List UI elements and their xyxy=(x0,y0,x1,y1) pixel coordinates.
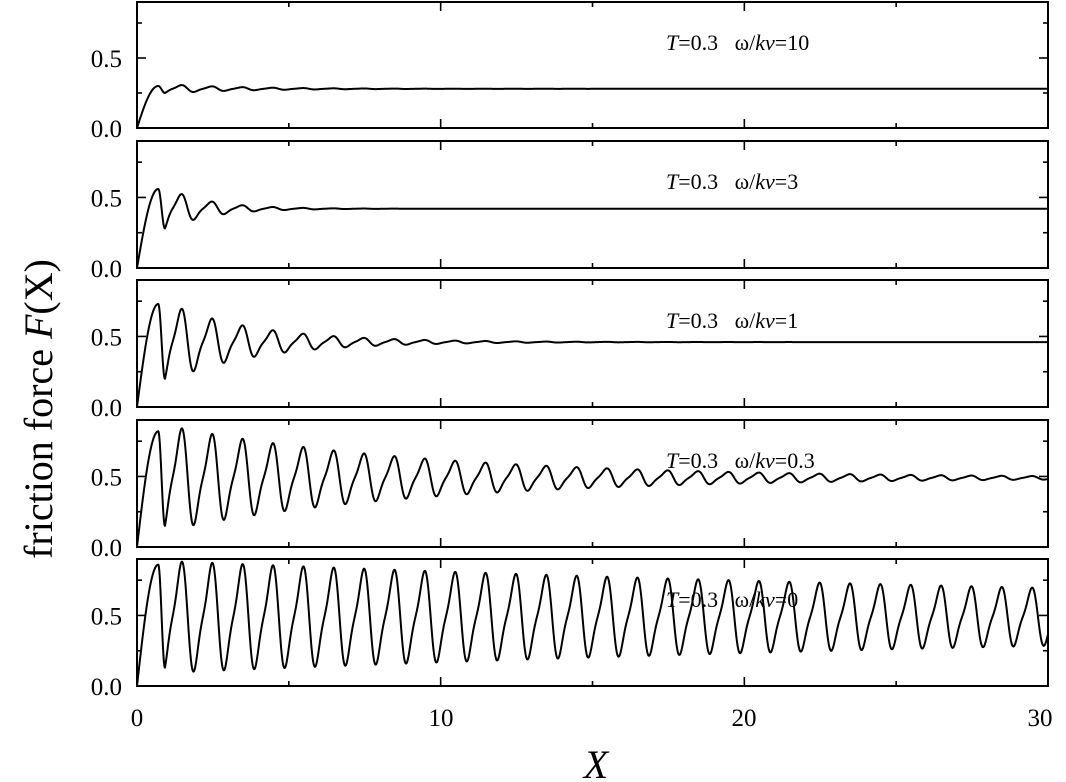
y-tick-label-0.5: 0.5 xyxy=(91,324,122,351)
y-tick-label-0: 0.0 xyxy=(91,535,122,562)
panel-label-part: =0.3 xyxy=(678,30,718,55)
y-axis-title: friction force F(X) xyxy=(16,259,61,559)
panel-1: 0.0 0.5 T=0.3 ω/kv=10 xyxy=(91,1,1049,143)
y-tick-label-0: 0.0 xyxy=(91,674,122,701)
panel-frame xyxy=(136,140,1049,269)
panel-label-part: T xyxy=(666,169,680,194)
panel-label-part: ω/ xyxy=(735,587,756,612)
panel-label-part: kv xyxy=(755,308,775,333)
panel-label-part: ω/ xyxy=(735,169,756,194)
panel-3: 0.0 0.5 T=0.3 ω/kv=1 xyxy=(91,279,1049,422)
series-line xyxy=(136,427,1049,548)
panel-label-part: =0.3 xyxy=(678,448,718,473)
y-axis-title-prefix: friction force xyxy=(16,339,61,559)
panel-label: T=0.3 ω/kv=0 xyxy=(666,587,798,612)
panel-2: 0.0 0.5 T=0.3 ω/kv=3 xyxy=(91,140,1049,283)
panel-label-part: T xyxy=(666,448,680,473)
y-tick-label-0: 0.0 xyxy=(91,395,122,422)
panel-label-part: =0.3 xyxy=(775,448,815,473)
y-axis-title-argument: (X) xyxy=(16,259,61,315)
panel-label-part xyxy=(718,308,735,333)
panel-label-part: T xyxy=(666,587,680,612)
x-tick-label-0: 0 xyxy=(131,705,144,732)
panel-label-part xyxy=(718,169,735,194)
panel-label-part: ω/ xyxy=(735,30,756,55)
panel-label-part: =3 xyxy=(775,169,798,194)
y-tick-label-0.5: 0.5 xyxy=(91,464,122,491)
panels: 0.00.5T=0.3 ω/kv=100.00.5T=0.3 ω/kv=30.0… xyxy=(91,1,1049,701)
y-tick-label-0.5: 0.5 xyxy=(91,603,122,630)
panel-label-part: =0.3 xyxy=(678,169,718,194)
series-line xyxy=(136,560,1049,687)
x-axis-title: X xyxy=(582,742,610,782)
panel-label-part: kv xyxy=(755,30,775,55)
series-line xyxy=(136,84,1049,129)
panel-frame xyxy=(136,279,1049,408)
panel-label: T=0.3 ω/kv=0.3 xyxy=(666,448,815,473)
panel-label: T=0.3 ω/kv=10 xyxy=(666,30,809,55)
y-tick-label-0.5: 0.5 xyxy=(91,185,122,212)
panel-label-part: T xyxy=(666,308,680,333)
series-line xyxy=(136,187,1049,269)
panel-label-part: kv xyxy=(755,448,775,473)
y-tick-label-0: 0.0 xyxy=(91,116,122,143)
panel-label-part xyxy=(718,448,735,473)
panel-label-part: kv xyxy=(755,169,775,194)
y-axis-title-variable: F xyxy=(16,314,61,340)
panel-label-part: =0.3 xyxy=(678,308,718,333)
panel-frame xyxy=(136,558,1049,687)
panel-label: T=0.3 ω/kv=3 xyxy=(666,169,798,194)
panel-label: T=0.3 ω/kv=1 xyxy=(666,308,798,333)
y-tick-label-0.5: 0.5 xyxy=(91,46,122,73)
panel-label-part: T xyxy=(666,30,680,55)
panel-label-part xyxy=(718,30,735,55)
panel-label-part: =0.3 xyxy=(678,587,718,612)
series-line xyxy=(136,302,1049,408)
x-tick-label-30: 30 xyxy=(1028,705,1053,732)
panel-label-part: =1 xyxy=(775,308,798,333)
panel-5: 0.0 0.5 T=0.3 ω/kv=0 xyxy=(91,558,1049,701)
panel-frame xyxy=(136,1,1049,129)
x-tick-label-20: 20 xyxy=(732,705,757,732)
panel-label-part: ω/ xyxy=(735,448,756,473)
panel-label-part: kv xyxy=(755,587,775,612)
panel-label-part: ω/ xyxy=(735,308,756,333)
panel-label-part: =10 xyxy=(775,30,809,55)
panel-4: 0.00.5T=0.3 ω/kv=0.3 xyxy=(91,419,1049,562)
x-tick-label-10: 10 xyxy=(429,705,454,732)
x-tick-labels: 0 10 20 30 xyxy=(131,705,1053,732)
y-tick-label-0: 0.0 xyxy=(91,256,122,283)
